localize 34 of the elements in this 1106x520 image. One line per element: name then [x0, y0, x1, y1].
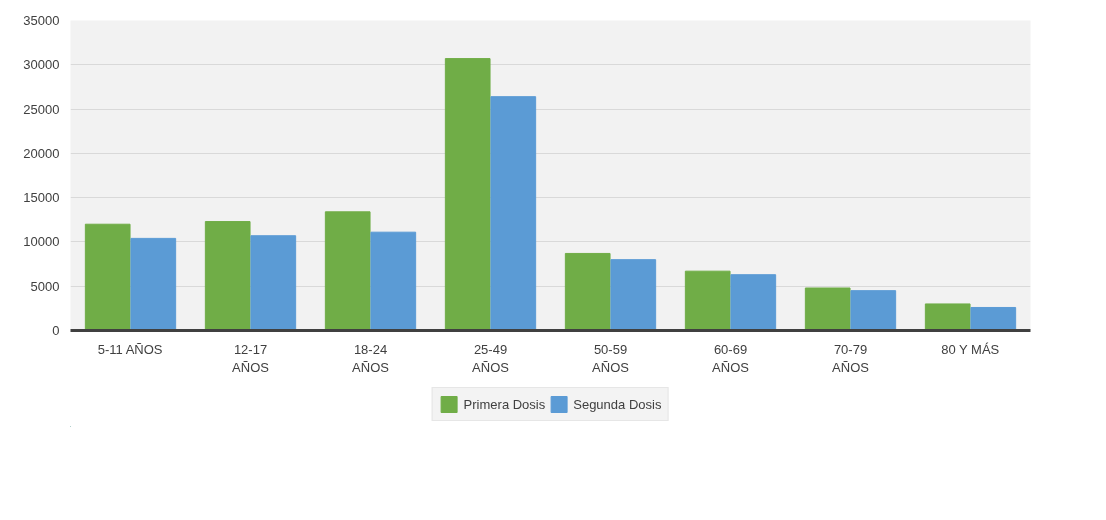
x-tick-label: 60-69 AÑOS [712, 341, 750, 375]
y-tick-label: 20000 [23, 145, 60, 161]
bar [730, 274, 777, 331]
bar [84, 223, 131, 331]
x-tick-label: 50-59 AÑOS [592, 341, 630, 375]
bar [564, 252, 611, 331]
bar [850, 290, 897, 331]
bar [924, 303, 971, 331]
x-tick-label: 5-11 AÑOS [97, 341, 163, 357]
y-tick-label: 10000 [23, 234, 60, 250]
x-tick-label: 80 Y MÁS [941, 341, 1000, 357]
bar [490, 96, 537, 331]
y-tick-label: 5000 [30, 278, 60, 294]
y-tick-label: 25000 [23, 101, 60, 117]
x-tick-label: 18-24 AÑOS [352, 341, 390, 375]
legend-label: Primera Dosis [463, 396, 546, 412]
x-tick-label: 12-17 AÑOS [232, 341, 270, 375]
bar [804, 287, 851, 331]
bar [970, 306, 1017, 331]
bar [130, 237, 177, 331]
x-tick-label: 70-79 AÑOS [832, 341, 870, 375]
y-tick-label: 35000 [23, 13, 60, 28]
y-tick-label: 15000 [23, 190, 60, 206]
bar [684, 270, 731, 331]
bar [370, 231, 417, 331]
y-tick-label: 30000 [23, 57, 60, 73]
bar [610, 259, 657, 331]
bar [444, 58, 491, 331]
legend-label: Segunda Dosis [573, 396, 662, 412]
bar [324, 211, 371, 331]
y-tick-label: 0 [52, 323, 60, 338]
bar [204, 221, 251, 331]
x-tick-label: 25-49 AÑOS [472, 341, 510, 375]
bar [250, 235, 297, 331]
